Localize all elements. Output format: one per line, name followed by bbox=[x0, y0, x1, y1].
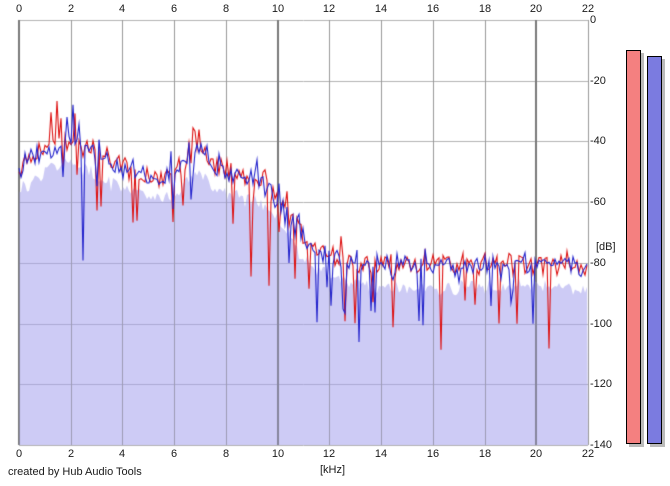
y-tick--60: -60 bbox=[590, 196, 606, 208]
x-tick-bottom-18: 18 bbox=[478, 448, 492, 460]
meter-left-bar bbox=[626, 50, 641, 444]
y-axis-unit-label: [dB] bbox=[596, 241, 616, 253]
x-axis-unit-label: [kHz] bbox=[320, 464, 346, 476]
x-tick-bottom-22: 22 bbox=[581, 448, 595, 460]
x-tick-bottom-16: 16 bbox=[426, 448, 440, 460]
x-tick-top-10: 10 bbox=[271, 3, 285, 15]
x-tick-top-6: 6 bbox=[170, 3, 178, 15]
x-tick-bottom-0: 0 bbox=[15, 448, 23, 460]
y-tick-0: 0 bbox=[590, 14, 597, 26]
y-tick--100: -100 bbox=[590, 318, 613, 330]
footer-credit: created by Hub Audio Tools bbox=[8, 466, 142, 478]
y-tick--140: -140 bbox=[590, 439, 613, 451]
x-tick-bottom-8: 8 bbox=[222, 448, 230, 460]
x-tick-top-16: 16 bbox=[426, 3, 440, 15]
x-tick-top-0: 0 bbox=[15, 3, 23, 15]
x-tick-top-18: 18 bbox=[478, 3, 492, 15]
y-tick--40: -40 bbox=[590, 135, 606, 147]
x-tick-top-2: 2 bbox=[67, 3, 75, 15]
x-tick-bottom-12: 12 bbox=[322, 448, 336, 460]
x-tick-top-20: 20 bbox=[529, 3, 543, 15]
x-tick-top-8: 8 bbox=[222, 3, 230, 15]
x-tick-top-4: 4 bbox=[118, 3, 126, 15]
x-tick-bottom-14: 14 bbox=[374, 448, 388, 460]
y-tick--120: -120 bbox=[590, 378, 613, 390]
y-tick--80: -80 bbox=[590, 257, 606, 269]
x-tick-top-14: 14 bbox=[374, 3, 388, 15]
x-tick-bottom-4: 4 bbox=[118, 448, 126, 460]
y-tick--20: -20 bbox=[590, 75, 606, 87]
x-tick-bottom-6: 6 bbox=[170, 448, 178, 460]
x-tick-top-12: 12 bbox=[322, 3, 336, 15]
meter-right-bar bbox=[647, 56, 662, 444]
x-tick-bottom-10: 10 bbox=[271, 448, 285, 460]
x-tick-bottom-20: 20 bbox=[529, 448, 543, 460]
x-tick-bottom-2: 2 bbox=[67, 448, 75, 460]
x-tick-top-22: 22 bbox=[581, 3, 595, 15]
